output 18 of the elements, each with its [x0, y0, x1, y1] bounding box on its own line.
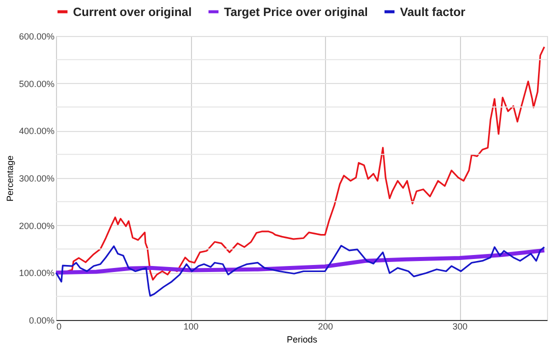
x-tick-label: 200 [318, 322, 334, 332]
line-series [55, 244, 546, 297]
x-tick-label: 100 [184, 322, 199, 332]
x-axis-title: Periods [286, 334, 318, 344]
legend-label: Target Price over original [224, 4, 368, 19]
x-tick-label: 0 [56, 322, 62, 332]
y-tick-label: 400.00% [18, 126, 54, 136]
y-tick-label: 200.00% [18, 220, 54, 231]
line-series [54, 248, 546, 275]
x-tick-label: 300 [452, 322, 468, 332]
legend-label: Vault factor [400, 4, 466, 19]
y-tick-label: 500.00% [18, 78, 54, 89]
y-tick-label: 0.00% [28, 316, 54, 326]
y-tick-label: 300.00% [18, 174, 54, 184]
y-tick-label: 100.00% [18, 268, 54, 278]
legend-label: Current over original [73, 4, 192, 19]
y-tick-label: 600.00% [18, 32, 54, 42]
y-axis-title: Percentage [4, 155, 15, 202]
